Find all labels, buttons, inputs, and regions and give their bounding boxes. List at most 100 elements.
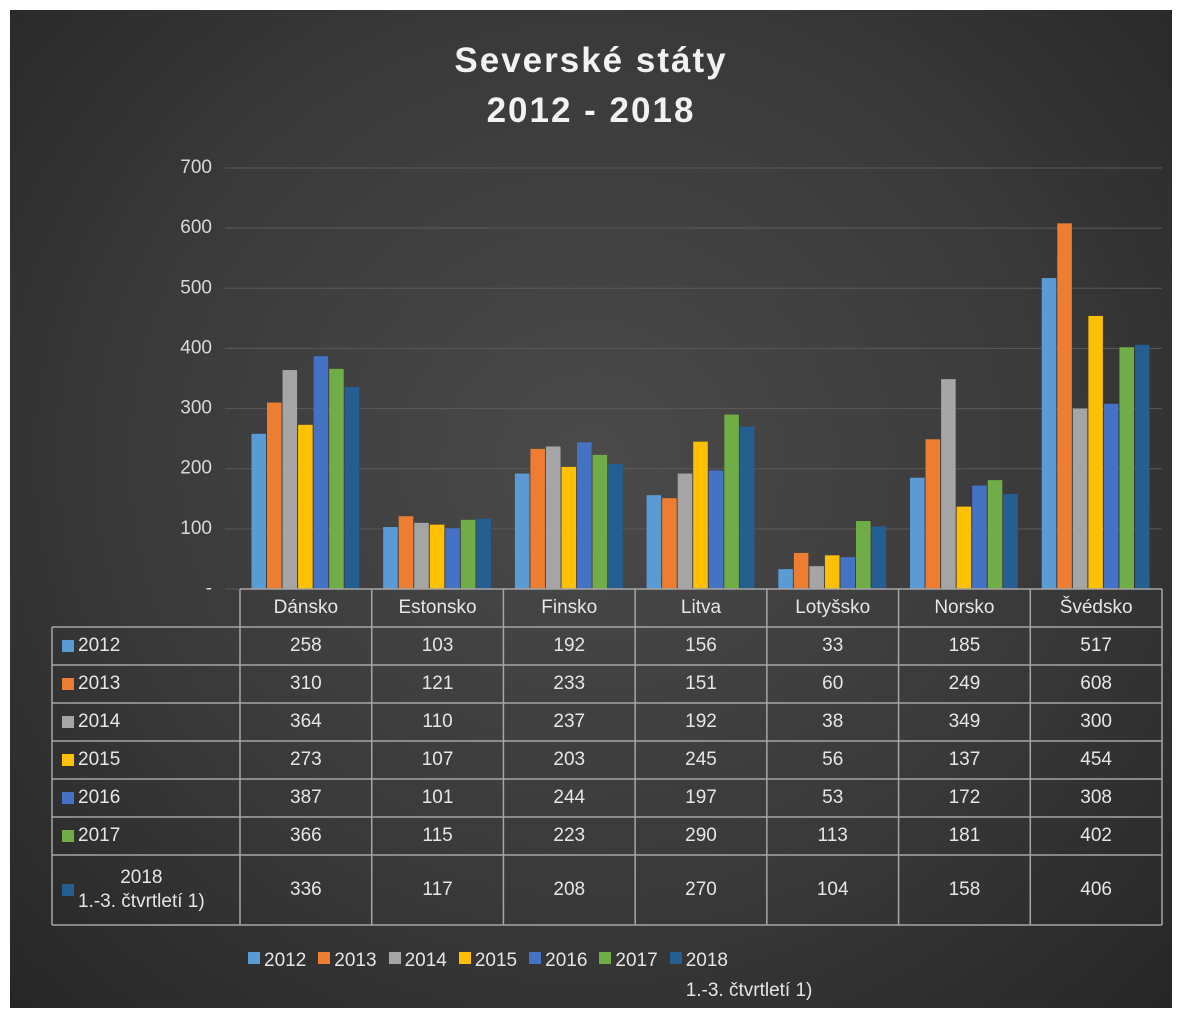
bar <box>910 477 925 589</box>
legend-item: 2013 <box>318 946 377 976</box>
table-cell: 60 <box>822 673 844 694</box>
bar <box>429 524 445 589</box>
legend-item: 2018 1.-3. čtvrtletí 1) <box>669 946 812 1006</box>
bar <box>708 470 724 589</box>
table-cell: 208 <box>553 879 586 900</box>
legend-key <box>248 952 260 964</box>
table-cell: 197 <box>685 787 717 808</box>
bar <box>809 566 824 589</box>
category-label: Litva <box>680 597 722 618</box>
table-cell: 273 <box>290 749 322 770</box>
row-header-label: 2018 1.-3. čtvrtletí 1) <box>78 867 205 912</box>
category-label: Dánsko <box>273 597 339 618</box>
bar <box>530 448 545 589</box>
bar <box>793 552 809 589</box>
legend-item: 2017 <box>599 946 658 976</box>
table-cell: 172 <box>948 787 981 808</box>
table-cell: 454 <box>1080 749 1112 770</box>
legend-key <box>62 716 74 728</box>
bar <box>344 386 360 589</box>
row-header-label: 2015 <box>78 749 121 770</box>
bar <box>1088 315 1103 589</box>
legend-key <box>669 952 682 964</box>
table-cell: 366 <box>290 825 322 846</box>
legend-item: 2012 <box>248 946 306 976</box>
table-cell: 402 <box>1080 825 1112 846</box>
table-cell: 308 <box>1080 787 1112 808</box>
table-cell: 245 <box>685 749 717 770</box>
table-cell: 192 <box>553 635 586 656</box>
bar <box>724 414 739 589</box>
bar <box>1072 408 1088 589</box>
table-cell: 192 <box>685 711 717 732</box>
table-cell: 56 <box>822 749 844 770</box>
bar <box>298 424 313 589</box>
table-cell: 244 <box>553 787 586 808</box>
bar <box>739 426 755 589</box>
legend-label: 2015 <box>474 950 518 971</box>
table-cell: 107 <box>421 749 454 770</box>
table-cell: 349 <box>948 711 981 732</box>
table-cell: 310 <box>290 673 322 694</box>
legend-key <box>388 952 401 964</box>
row-header: 2012 <box>52 627 240 665</box>
chart-title: Severské státy 2012 - 2018 <box>454 41 728 130</box>
bar <box>267 402 282 589</box>
bar <box>460 519 476 589</box>
legend: 2012 2013 2014 2015 2016 2017 2018 1.-3. čtvrt… <box>248 946 812 1006</box>
bar <box>840 557 856 589</box>
legend-item: 2016 <box>529 946 587 976</box>
bar <box>941 379 956 589</box>
bar <box>1003 493 1018 589</box>
legend-key <box>62 830 74 842</box>
bar <box>561 466 577 589</box>
table-cell: 121 <box>421 673 454 694</box>
table-cell: 156 <box>685 635 717 656</box>
bar <box>383 527 398 589</box>
bar <box>476 518 491 589</box>
y-tick-label: 400 <box>180 337 212 358</box>
legend-key <box>62 792 74 804</box>
bar <box>577 442 592 589</box>
bar <box>329 368 344 589</box>
y-tick-label: 200 <box>180 458 212 479</box>
y-tick-label: 100 <box>180 518 212 539</box>
table-cell: 517 <box>1080 635 1112 656</box>
bar <box>925 439 941 589</box>
bar <box>871 526 887 589</box>
legend-label: 2016 <box>545 950 588 971</box>
y-tick-label: 700 <box>180 157 212 178</box>
y-tick-label: 500 <box>180 277 212 298</box>
table-cell: 104 <box>816 879 849 900</box>
category-label: Estonsko <box>398 597 477 618</box>
bar <box>251 433 267 589</box>
bar <box>1134 344 1150 589</box>
bar <box>677 473 693 589</box>
row-header-label: 2014 <box>78 711 121 732</box>
y-tick-label: 300 <box>180 398 212 419</box>
y-tick-label: - <box>206 578 212 599</box>
bar <box>445 528 460 589</box>
table-cell: 185 <box>948 635 981 656</box>
bar <box>1041 278 1057 589</box>
table-cell: 387 <box>290 787 322 808</box>
table-cell: 608 <box>1080 673 1112 694</box>
y-tick-label: 600 <box>180 217 212 238</box>
table-cell: 233 <box>553 673 586 694</box>
bar <box>1103 403 1119 589</box>
legend-key <box>62 754 74 766</box>
row-header-label: 2013 <box>78 673 121 694</box>
table-cell: 151 <box>685 673 717 694</box>
row-header: 2015 <box>52 741 240 779</box>
legend-label: 2014 <box>404 950 447 971</box>
legend-label: 2013 <box>334 950 377 971</box>
category-label: Švédsko <box>1059 597 1133 618</box>
category-label: Lotyšsko <box>795 597 871 618</box>
table-cell: 336 <box>290 879 322 900</box>
legend-key <box>599 952 612 964</box>
bar <box>608 463 623 589</box>
bar <box>824 555 840 589</box>
table-cell: 103 <box>421 635 454 656</box>
bar <box>662 498 677 589</box>
